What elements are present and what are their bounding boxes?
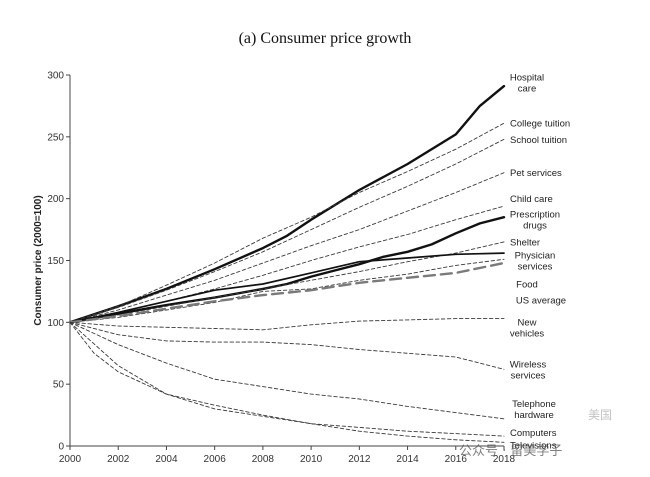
series-label-school-tuition: School tuition xyxy=(510,135,567,146)
series-labels: Hospital care College tuition School tuitio… xyxy=(510,72,570,451)
series-line-wireless-services xyxy=(69,321,505,370)
series-label-telephone-hardware: Telephone hardware xyxy=(512,399,556,421)
series-label-new-vehicles: New vehicles xyxy=(510,317,545,339)
watermark-mark: 美国 xyxy=(588,408,613,422)
series-label-line: services xyxy=(518,262,553,273)
y-tick-label: 150 xyxy=(47,256,64,267)
series-label-line: Prescription xyxy=(510,210,560,221)
series-line-school-tuition xyxy=(69,138,505,323)
series-label-line: New xyxy=(517,317,536,328)
series-label-us-average: US average xyxy=(516,296,566,307)
series-label-line: Shelter xyxy=(510,237,540,248)
x-tick-label: 2016 xyxy=(445,454,468,465)
series-label-shelter: Shelter xyxy=(510,237,540,248)
series-line-shelter xyxy=(69,241,505,323)
series-label-line: hardware xyxy=(514,410,554,421)
x-tick-label: 2006 xyxy=(204,454,227,465)
series-label-computers: Computers xyxy=(510,428,557,439)
series-label-line: care xyxy=(518,83,536,94)
series-label-line: Physician xyxy=(515,251,556,262)
x-tick-label: 2008 xyxy=(252,454,275,465)
series-line-us-average xyxy=(68,261,506,324)
series-label-line: College tuition xyxy=(510,119,570,130)
series-line-food xyxy=(69,258,505,323)
x-tick-label: 2004 xyxy=(155,454,178,465)
series-label-physician-services: Physician services xyxy=(515,251,556,273)
y-tick-label: 300 xyxy=(47,71,64,82)
y-tick-label: 250 xyxy=(47,132,64,143)
series-label-line: services xyxy=(511,370,546,381)
chart-title: (a) Consumer price growth xyxy=(238,30,412,47)
y-axis-label: Consumer price (2000=100) xyxy=(33,195,44,325)
series-line-televisions xyxy=(69,321,505,443)
y-tick-label: 50 xyxy=(53,380,65,391)
y-tick-label: 200 xyxy=(47,194,64,205)
watermark: 公众号 · 留美学子 xyxy=(459,444,563,459)
series-label-televisions: Televisions xyxy=(510,440,557,451)
series-layer xyxy=(68,84,506,443)
series-line-prescription-drugs xyxy=(68,215,506,324)
x-tick-label: 2010 xyxy=(300,454,323,465)
series-line-hospital-care xyxy=(68,84,506,324)
series-label-line: US average xyxy=(516,296,566,307)
series-line-new-vehicles xyxy=(69,318,505,331)
series-line-computers xyxy=(69,321,505,437)
series-line-college-tuition xyxy=(69,122,505,323)
series-label-wireless-services: Wireless services xyxy=(510,359,547,381)
series-label-pet-services: Pet services xyxy=(510,168,562,179)
x-tick-label: 2014 xyxy=(396,454,419,465)
series-label-hospital-care: Hospital care xyxy=(510,72,544,94)
series-line-telephone-hardware xyxy=(69,321,505,420)
series-label-line: Hospital xyxy=(510,72,544,83)
series-label-line: Pet services xyxy=(510,168,562,179)
series-label-line: Food xyxy=(516,279,538,290)
series-label-child-care: Child care xyxy=(510,194,553,205)
series-label-line: vehicles xyxy=(510,328,545,339)
series-label-line: Wireless xyxy=(510,359,547,370)
x-tick-label: 2000 xyxy=(59,454,82,465)
series-label-line: Child care xyxy=(510,194,553,205)
series-label-line: Televisions xyxy=(510,440,557,451)
series-line-pet-services xyxy=(69,172,505,323)
x-tick-label: 2012 xyxy=(348,454,371,465)
series-label-line: Telephone xyxy=(512,399,556,410)
series-label-food: Food xyxy=(516,279,538,290)
y-tick-label: 100 xyxy=(47,318,64,329)
x-tick-label: 2018 xyxy=(493,454,516,465)
series-label-line: School tuition xyxy=(510,135,567,146)
series-label-college-tuition: College tuition xyxy=(510,119,570,130)
series-label-prescription-drugs: Prescription drugs xyxy=(510,210,560,232)
series-label-line: drugs xyxy=(523,221,547,232)
series-line-physician-services xyxy=(69,252,505,324)
series-label-line: Computers xyxy=(510,428,557,439)
y-tick-label: 0 xyxy=(58,442,64,453)
axes: 0 50 100 150 200 250 300 2000 2002 2004 2006 2008 20… xyxy=(33,71,516,466)
x-tick-label: 2002 xyxy=(107,454,130,465)
